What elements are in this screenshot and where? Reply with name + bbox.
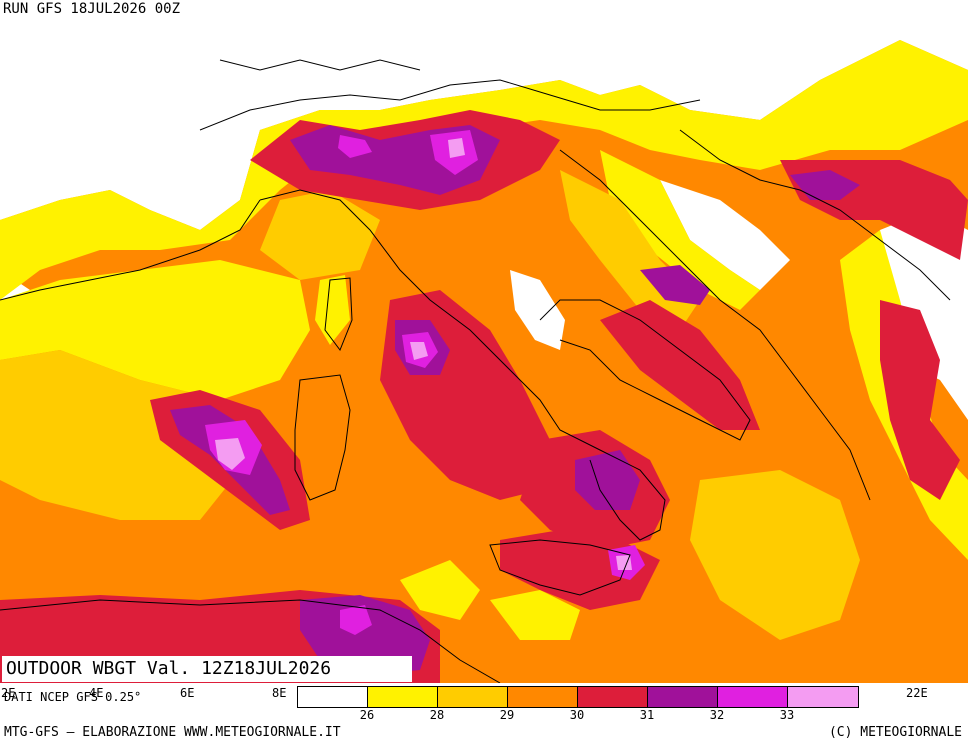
coastlines [0, 59, 951, 683]
coastline-sicily [489, 539, 631, 596]
legend-swatch-2 [438, 687, 508, 707]
wbgt-map [0, 0, 968, 683]
legend-label: 31 [639, 708, 655, 722]
lon-label-2e: 2E [1, 686, 16, 700]
legend-label: 28 [429, 708, 445, 722]
legend-swatch-0 [298, 687, 368, 707]
zone-above-33-sardinia [215, 438, 245, 470]
legend-label: 33 [779, 708, 795, 722]
legend-swatch-6 [718, 687, 788, 707]
zone-28-29-west [0, 350, 240, 520]
border-switzerland [219, 59, 421, 71]
map-title: OUTDOOR WBGT Val. 12Z18JUL2026 [6, 658, 332, 679]
zone-30-31-puglia [600, 300, 760, 430]
zone-above-33-veneto [448, 138, 465, 158]
legend-swatch-7 [788, 687, 858, 707]
zone-26-28-sicily-strait [400, 560, 480, 620]
data-source-label: DATI NCEP GFS 0.25° [4, 690, 142, 704]
title-box: OUTDOOR WBGT Val. 12Z18JUL2026 [2, 656, 412, 682]
zone-26-28-north [0, 40, 968, 300]
legend-swatch-3 [508, 687, 578, 707]
footer-credit-right: (C) METEOGIORNALE [828, 725, 962, 740]
run-label: RUN GFS 18JUL2026 00Z [3, 1, 181, 17]
coastline-italy [259, 189, 751, 541]
legend-label: 32 [709, 708, 725, 722]
color-legend [297, 686, 859, 708]
border-balkans [679, 129, 951, 301]
legend-swatch-4 [578, 687, 648, 707]
zone-below-26-croatia [660, 180, 790, 290]
zone-32-33-alps [338, 135, 372, 158]
legend-label: 26 [359, 708, 375, 722]
legend-swatch-1 [368, 687, 438, 707]
zone-26-28-corsica [315, 275, 350, 345]
zone-26-28-west-sea [0, 260, 310, 400]
zone-28-29-ionian [690, 470, 860, 640]
zone-28-29-ligurian [260, 190, 380, 280]
zone-below-26-apennines [510, 270, 565, 350]
zone-31-32-africa [300, 595, 430, 675]
zone-26-28-croatia [600, 150, 760, 310]
lon-label-8e: 8E [272, 686, 287, 700]
coastline-sardinia [294, 374, 351, 501]
zone-32-33-africa [340, 605, 372, 635]
zone-below-26-north [0, 0, 968, 230]
border-alps [199, 79, 701, 131]
lon-label-6e: 6E [180, 686, 195, 700]
zone-30-31-greece [880, 300, 960, 500]
lon-label-4e: 4E [89, 686, 104, 700]
legend-label: 30 [569, 708, 585, 722]
legend-swatch-5 [648, 687, 718, 707]
coastline-africa [0, 599, 501, 683]
zone-31-32-balkans [790, 170, 860, 200]
coastline-corsica [324, 277, 353, 352]
zone-above-33-lazio [410, 342, 428, 360]
zone-31-32-bosnia [640, 265, 710, 305]
legend-label: 29 [499, 708, 515, 722]
lon-label-22e: 22E [906, 686, 928, 700]
coastline-adriatic-east [559, 149, 871, 501]
footer-credit-left: MTG-GFS — ELABORAZIONE WWW.METEOGIORNALE… [4, 725, 341, 740]
zone-26-28-south-sea [490, 590, 580, 640]
coastline-france [0, 199, 261, 301]
